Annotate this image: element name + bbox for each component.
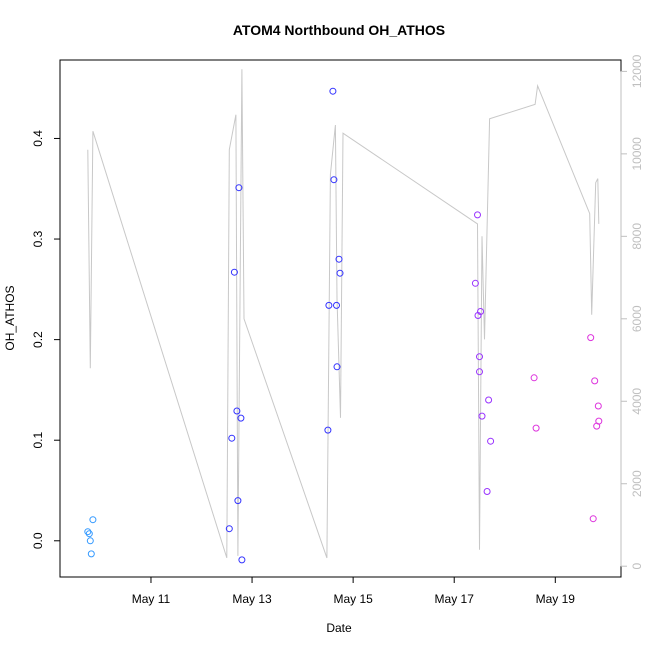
data-point xyxy=(85,530,93,538)
data-point xyxy=(532,424,540,432)
data-point xyxy=(89,516,97,524)
data-point xyxy=(591,377,599,385)
data-point xyxy=(86,537,94,545)
data-point xyxy=(487,437,495,445)
data-point xyxy=(234,497,242,505)
plot-frame xyxy=(59,59,622,578)
data-point xyxy=(483,488,491,495)
y-tick-label: 0.4 xyxy=(31,130,45,147)
y2-tick-label: 10000 xyxy=(630,137,644,171)
data-point xyxy=(595,417,603,425)
data-point xyxy=(471,279,479,287)
data-point xyxy=(478,412,486,420)
secondary-series-line xyxy=(87,69,600,559)
y-tick-label: 0.1 xyxy=(31,432,45,449)
data-point xyxy=(235,184,243,192)
data-point xyxy=(329,87,337,95)
data-point xyxy=(324,426,332,434)
data-point xyxy=(474,211,481,219)
data-point xyxy=(225,525,233,533)
data-point xyxy=(476,368,483,376)
y-axis: 0.0 0.1 0.2 0.3 0.4 xyxy=(31,130,60,549)
data-point xyxy=(238,556,246,564)
data-point xyxy=(84,528,92,536)
data-point xyxy=(594,402,602,410)
data-point xyxy=(325,301,333,309)
y2-tick-label: 6000 xyxy=(630,305,644,332)
y2-tick-label: 8000 xyxy=(630,223,644,250)
x-tick-label: May 11 xyxy=(132,592,171,606)
data-point xyxy=(587,334,595,342)
data-point xyxy=(336,269,344,277)
data-point xyxy=(485,396,493,404)
x-axis: May 11 May 13 May 15 May 17 May 19 xyxy=(132,577,576,606)
x-axis-label: Date xyxy=(326,621,352,635)
data-point xyxy=(87,550,95,558)
chart-title: ATOM4 Northbound OH_ATHOS xyxy=(233,22,445,38)
data-point xyxy=(330,176,338,184)
data-point xyxy=(476,353,483,361)
y2-axis: 0 2000 4000 6000 8000 10000 12000 xyxy=(620,54,644,570)
points-layer xyxy=(84,87,603,564)
x-tick-label: May 17 xyxy=(435,592,475,606)
y2-tick-label: 12000 xyxy=(630,54,644,88)
x-tick-label: May 15 xyxy=(333,592,373,606)
y-axis-label: OH_ATHOS xyxy=(3,285,17,350)
data-point xyxy=(333,301,340,309)
data-point xyxy=(530,374,538,382)
y-tick-label: 0.3 xyxy=(31,230,45,247)
data-point xyxy=(477,308,484,315)
y-tick-label: 0.0 xyxy=(31,532,45,549)
data-point xyxy=(230,268,238,276)
data-point xyxy=(228,434,236,442)
x-tick-label: May 19 xyxy=(536,592,576,606)
data-point xyxy=(233,407,241,415)
data-point xyxy=(237,414,245,422)
y-tick-label: 0.2 xyxy=(31,331,45,348)
y2-tick-label: 2000 xyxy=(630,470,644,497)
y2-tick-label: 4000 xyxy=(630,388,644,415)
secondary-line-layer xyxy=(87,69,600,559)
x-tick-label: May 13 xyxy=(232,592,272,606)
data-point xyxy=(333,363,341,371)
data-point xyxy=(589,515,597,523)
y2-tick-label: 0 xyxy=(630,563,644,570)
data-point xyxy=(335,255,343,263)
